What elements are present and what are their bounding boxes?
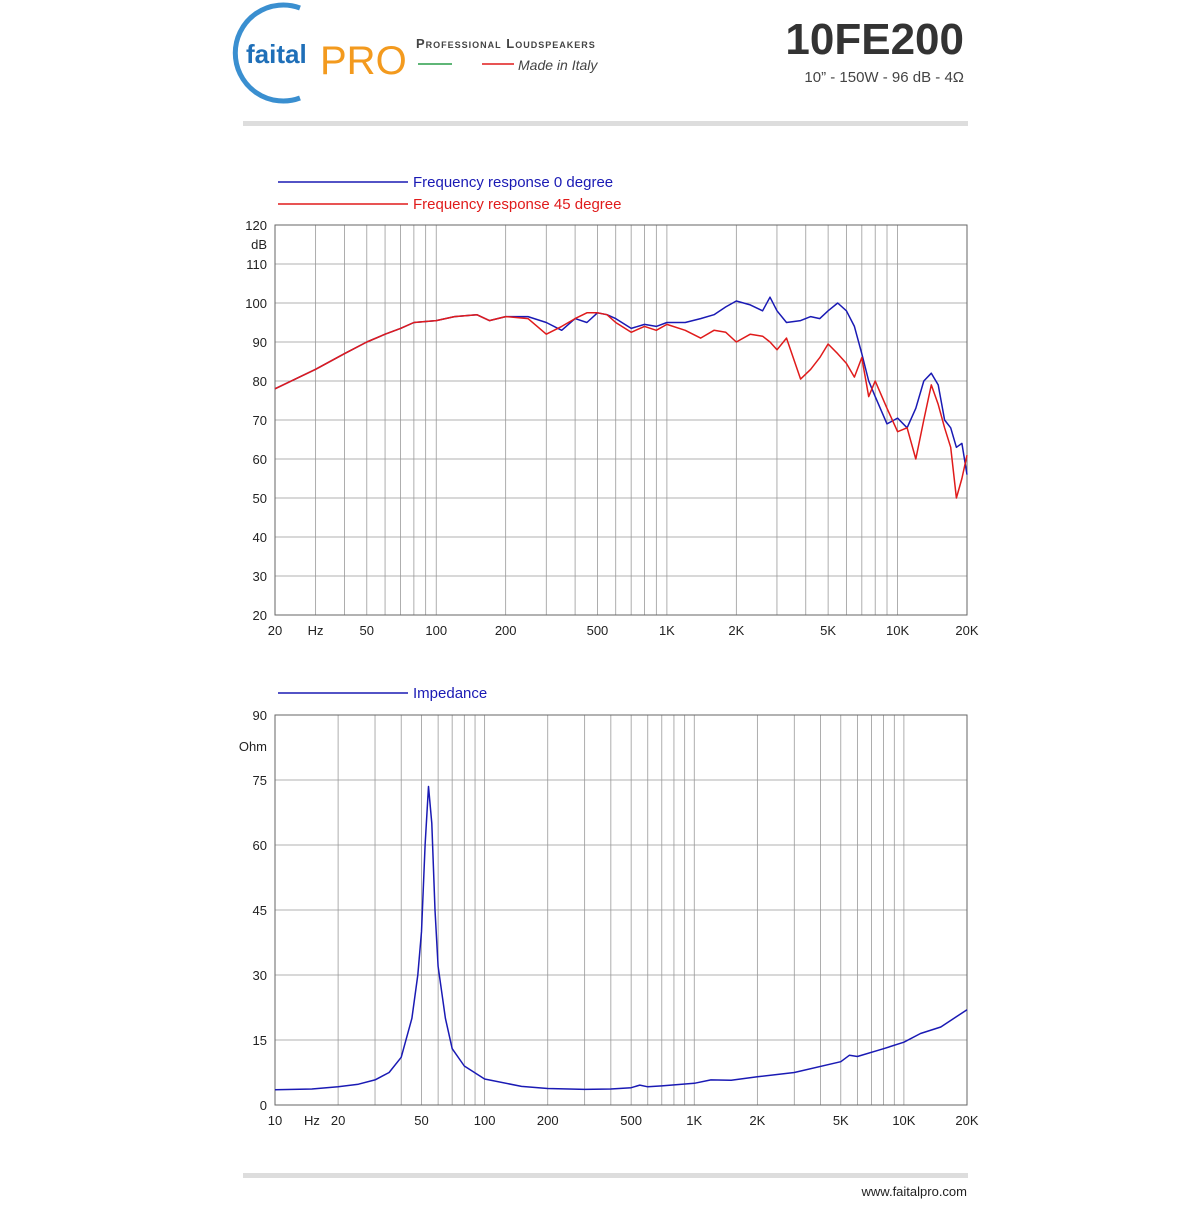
x-tick-label: 2K [728,623,744,638]
x-tick-label: 10K [886,623,909,638]
y-axis-label: Ohm [239,739,267,754]
y-tick-label: 60 [253,452,267,467]
divider [243,121,968,126]
legend-label: Impedance [413,685,487,702]
x-tick-label: 20 [331,1113,345,1128]
y-tick-label: 30 [253,569,267,584]
x-tick-label: 50 [414,1113,428,1128]
y-tick-label: 50 [253,491,267,506]
x-axis-label: Hz [304,1113,320,1128]
logo-accent: PRO [320,39,407,83]
x-tick-label: 100 [474,1113,496,1128]
x-axis-label: Hz [308,623,324,638]
x-tick-label: 10K [892,1113,915,1128]
plot-frame [274,224,968,616]
logo-brand: faital [246,39,307,69]
y-tick-label: 90 [253,335,267,350]
y-tick-label: 100 [245,296,267,311]
divider [243,1173,968,1178]
x-tick-label: 200 [537,1113,559,1128]
legend-label: Frequency response 0 degree [413,174,613,191]
y-tick-label: 75 [253,773,267,788]
x-tick-label: 20K [955,623,978,638]
logo-arc [232,2,301,104]
y-tick-label: 120 [245,218,267,233]
x-tick-label: 100 [425,623,447,638]
y-tick-label: 45 [253,903,267,918]
x-tick-label: 1K [686,1113,702,1128]
x-tick-label: 20K [955,1113,978,1128]
x-tick-label: 200 [495,623,517,638]
made-in: Made in Italy [518,57,598,73]
model-subtitle: 10” - 150W - 96 dB - 4Ω [804,69,964,86]
x-tick-label: 20 [268,623,282,638]
y-tick-label: 70 [253,413,267,428]
x-tick-label: 50 [360,623,374,638]
model-title: 10FE200 [785,15,964,64]
y-tick-label: 30 [253,968,267,983]
series-line [274,296,968,475]
x-tick-label: 5K [820,623,836,638]
x-tick-label: 10 [268,1113,282,1128]
tagline: Professional Loudspeakers [416,36,596,51]
plot-frame [274,714,968,1106]
y-tick-label: 90 [253,708,267,723]
x-tick-label: 1K [659,623,675,638]
y-axis-label: dB [251,237,267,252]
y-tick-label: 40 [253,530,267,545]
y-tick-label: 0 [260,1098,267,1113]
y-tick-label: 110 [246,257,267,272]
legend-label: Frequency response 45 degree [413,196,621,213]
series-line [274,312,968,499]
footer-url: www.faitalpro.com [861,1184,967,1199]
y-tick-label: 80 [253,374,267,389]
series-line [274,785,968,1091]
y-tick-label: 60 [253,838,267,853]
x-tick-label: 500 [620,1113,642,1128]
x-tick-label: 2K [749,1113,765,1128]
x-tick-label: 5K [833,1113,849,1128]
y-tick-label: 15 [253,1033,267,1048]
x-tick-label: 500 [587,623,609,638]
y-tick-label: 20 [253,608,267,623]
